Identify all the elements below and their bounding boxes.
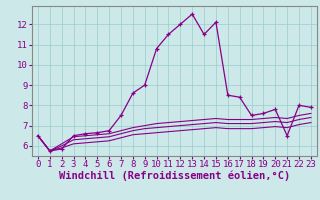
X-axis label: Windchill (Refroidissement éolien,°C): Windchill (Refroidissement éolien,°C) (59, 171, 290, 181)
